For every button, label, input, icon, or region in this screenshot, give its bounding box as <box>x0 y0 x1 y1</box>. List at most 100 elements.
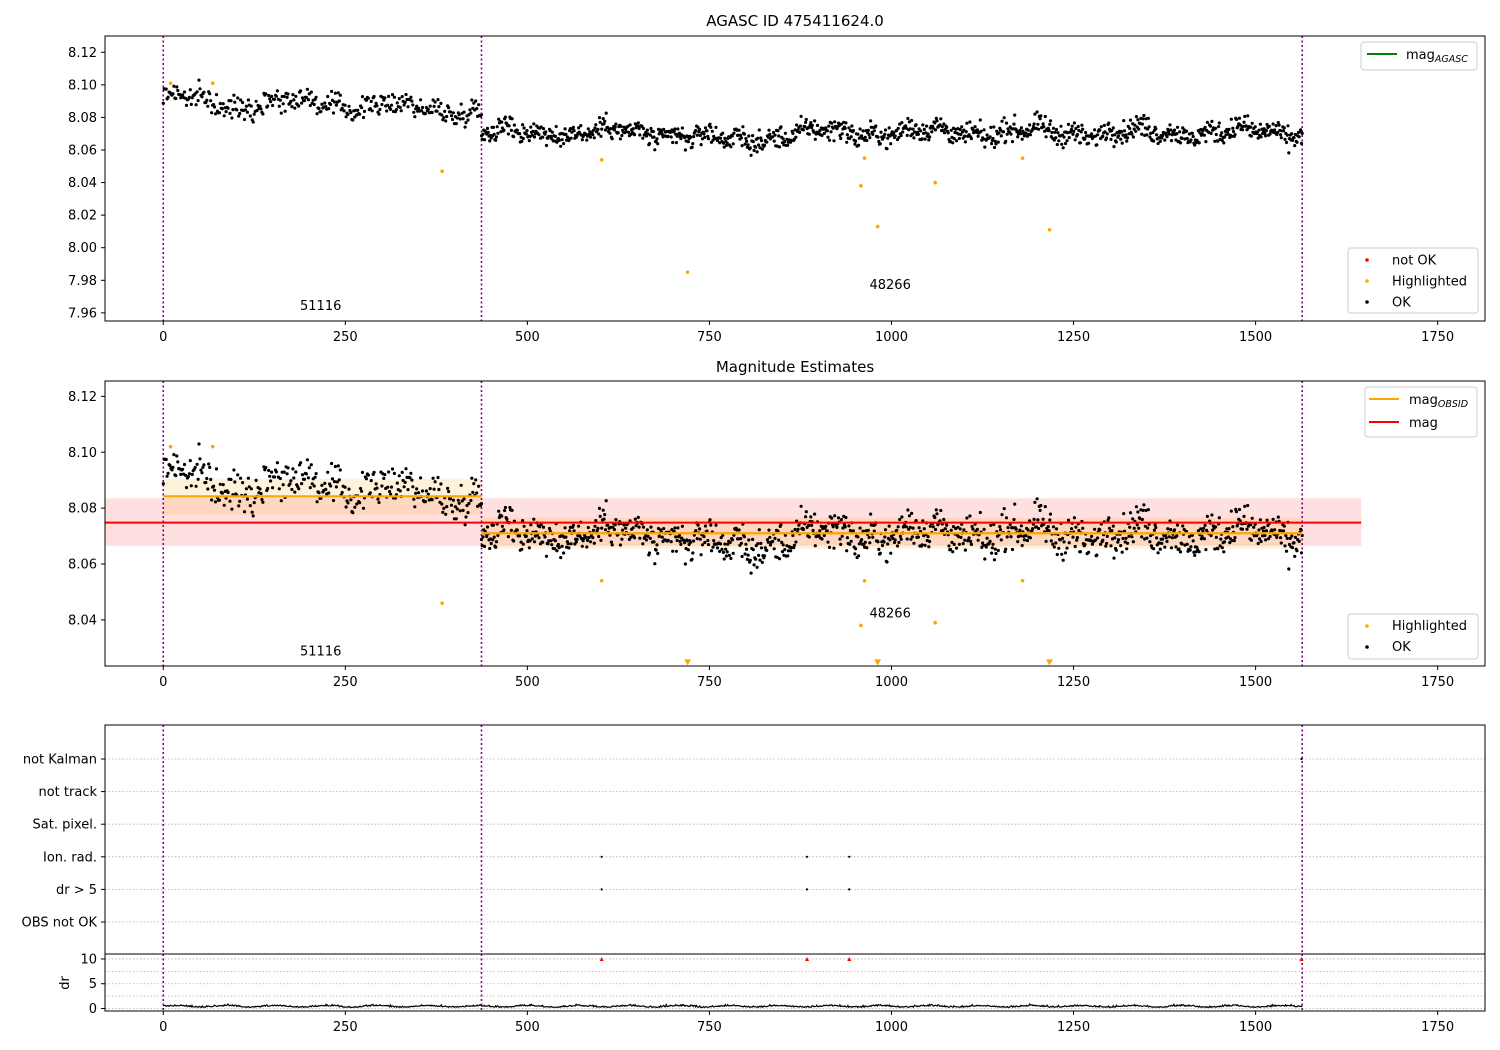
data-point-ok <box>708 518 712 522</box>
data-point-ok <box>807 125 811 130</box>
data-point-ok <box>636 121 640 125</box>
legend-label: Highlighted <box>1392 275 1467 290</box>
data-point-ok <box>474 99 478 103</box>
data-point-ok <box>1274 124 1278 128</box>
data-point-ok <box>812 130 816 134</box>
data-point-ok <box>210 498 214 502</box>
x-tick-label: 1750 <box>1421 330 1454 345</box>
data-point-highlighted <box>1020 578 1025 583</box>
data-point-ok <box>893 538 897 542</box>
data-point-ok <box>1233 133 1237 137</box>
data-point-ok <box>218 482 222 486</box>
x-tick-label: 1250 <box>1057 675 1090 690</box>
data-point-ok <box>1114 548 1118 552</box>
data-point-ok <box>304 472 308 476</box>
data-point-ok <box>599 538 603 543</box>
data-point-ok <box>982 527 986 532</box>
data-point-ok <box>477 484 481 488</box>
data-point-ok <box>506 132 510 136</box>
data-point-ok <box>477 103 481 107</box>
data-point-ok <box>1151 131 1155 135</box>
data-point-ok <box>794 135 798 139</box>
data-point-ok <box>445 505 449 509</box>
data-point-ok <box>889 142 893 146</box>
data-point-ok <box>1160 136 1164 140</box>
data-point-ok <box>283 109 287 113</box>
data-point-ok <box>641 136 645 140</box>
data-point-ok <box>871 132 875 136</box>
data-point-ok <box>541 540 545 544</box>
data-point-ok <box>1233 536 1237 540</box>
data-point-ok <box>1130 535 1134 539</box>
data-point-ok <box>591 536 595 540</box>
data-point-ok <box>1054 136 1058 140</box>
data-point-ok <box>673 127 677 131</box>
data-point-ok <box>702 535 706 539</box>
data-point-ok <box>1201 529 1205 533</box>
data-point-ok <box>212 105 217 109</box>
data-point-ok <box>1273 528 1277 532</box>
data-point-ok <box>244 487 248 491</box>
data-point-ok <box>720 547 724 552</box>
data-point-ok <box>619 124 623 128</box>
data-point-ok <box>655 543 659 547</box>
data-point-ok <box>1047 129 1051 133</box>
data-point-ok <box>1048 518 1052 522</box>
data-point-ok <box>1024 131 1028 135</box>
data-point-ok <box>497 509 501 513</box>
data-point-ok <box>680 126 685 130</box>
data-point-ok <box>292 476 296 480</box>
data-point-ok <box>1191 134 1195 139</box>
data-point-ok <box>468 108 472 112</box>
data-point-ok <box>964 130 968 134</box>
data-point-ok <box>440 502 444 506</box>
data-point-ok <box>441 510 445 514</box>
data-point-ok <box>1178 550 1183 554</box>
data-point-ok <box>220 107 224 111</box>
data-point-ok <box>843 126 847 130</box>
data-point-ok <box>329 102 333 107</box>
data-point-ok <box>221 483 225 487</box>
data-point-ok <box>827 138 832 142</box>
data-point-ok <box>741 125 745 129</box>
data-point-ok <box>893 134 897 138</box>
data-point-ok <box>331 498 336 503</box>
x-tick-label: 1500 <box>1239 330 1272 345</box>
data-point-ok <box>1005 535 1009 539</box>
data-point-highlighted <box>599 578 604 583</box>
data-point-ok <box>1158 139 1162 143</box>
data-point-ok <box>482 138 487 142</box>
data-point-ok <box>1273 128 1277 132</box>
data-point-ok <box>1015 130 1019 134</box>
data-point-ok <box>1169 128 1173 132</box>
data-point-ok <box>648 536 652 541</box>
flag-category-label: not Kalman <box>23 753 97 768</box>
data-point-ok <box>250 510 254 514</box>
data-point-ok <box>515 528 519 532</box>
data-point-ok <box>935 512 939 516</box>
data-point-ok <box>1208 124 1212 128</box>
data-point-ok <box>801 527 806 532</box>
data-point-ok <box>327 491 331 495</box>
data-point-ok <box>201 465 205 469</box>
data-point-ok <box>840 534 844 538</box>
data-point-ok <box>1277 123 1281 127</box>
data-point-ok <box>1090 542 1094 546</box>
data-point-ok <box>406 488 410 492</box>
data-point-ok <box>824 524 828 528</box>
data-point-ok <box>1013 113 1017 117</box>
data-point-ok <box>266 104 270 108</box>
data-point-ok <box>813 119 817 123</box>
data-point-ok <box>703 540 707 545</box>
data-point-ok <box>217 498 221 502</box>
data-point-ok <box>568 529 572 533</box>
data-point-ok <box>349 110 353 115</box>
data-point-ok <box>847 126 851 130</box>
data-point-ok <box>313 475 317 479</box>
data-point-ok <box>739 541 744 545</box>
data-point-ok <box>546 542 550 546</box>
data-point-ok <box>631 526 635 530</box>
data-point-ok <box>413 115 417 119</box>
data-point-ok <box>1010 140 1015 144</box>
data-point-highlighted <box>168 81 173 86</box>
